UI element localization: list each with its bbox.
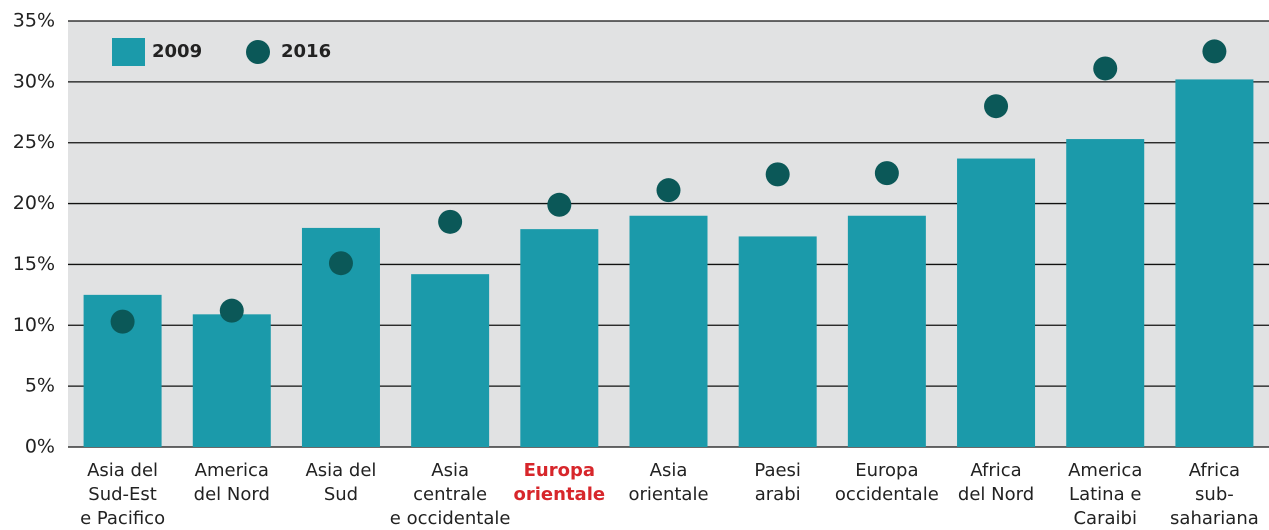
dot (219, 298, 244, 323)
dot (656, 178, 681, 203)
dot (547, 192, 572, 217)
bar (957, 158, 1036, 447)
x-tick-label: Asia orientale (628, 460, 708, 505)
legend-label: 2009 (152, 41, 202, 62)
legend-swatch (112, 38, 145, 66)
y-tick-label: 20% (13, 192, 55, 214)
y-tick-label: 10% (13, 314, 55, 336)
y-tick-label: 25% (13, 131, 55, 153)
bar (1175, 79, 1254, 448)
x-tick-label: Europa occidentale (835, 460, 939, 505)
bar (629, 215, 708, 447)
y-tick-label: 0% (25, 436, 55, 458)
legend-label: 2016 (281, 41, 331, 62)
y-tick-label: 5% (25, 375, 55, 397)
bar (411, 274, 490, 447)
legend-swatch (246, 40, 270, 64)
dot (874, 161, 899, 186)
x-tick-label: America del Nord (194, 460, 270, 505)
x-tick-label: Asia del Sud (305, 460, 376, 505)
dot (1093, 56, 1118, 81)
bar (1066, 139, 1145, 447)
x-tick-label: Asia centrale e occidentale (390, 460, 511, 529)
bar (738, 236, 817, 447)
x-tick-label: Europa orientale (514, 460, 606, 505)
y-tick-label: 30% (13, 70, 55, 92)
x-tick-label: Africa sub-sahariana (1170, 460, 1259, 529)
dot (438, 209, 463, 234)
y-tick-label: 35% (13, 10, 55, 32)
x-tick-label: Africa del Nord (958, 460, 1034, 505)
dot (110, 309, 135, 334)
bar (192, 314, 271, 447)
x-tick-label: America Latina e Caraibi (1068, 460, 1142, 529)
bar (847, 215, 926, 447)
dot (1202, 39, 1227, 64)
x-tick-label: Asia del Sud-Est e Pacifico (80, 460, 165, 529)
dot (984, 94, 1009, 119)
dot (328, 251, 353, 276)
x-tick-label: Paesi arabi (754, 460, 801, 505)
dot (765, 162, 790, 187)
bar (520, 229, 599, 447)
y-tick-label: 15% (13, 253, 55, 275)
